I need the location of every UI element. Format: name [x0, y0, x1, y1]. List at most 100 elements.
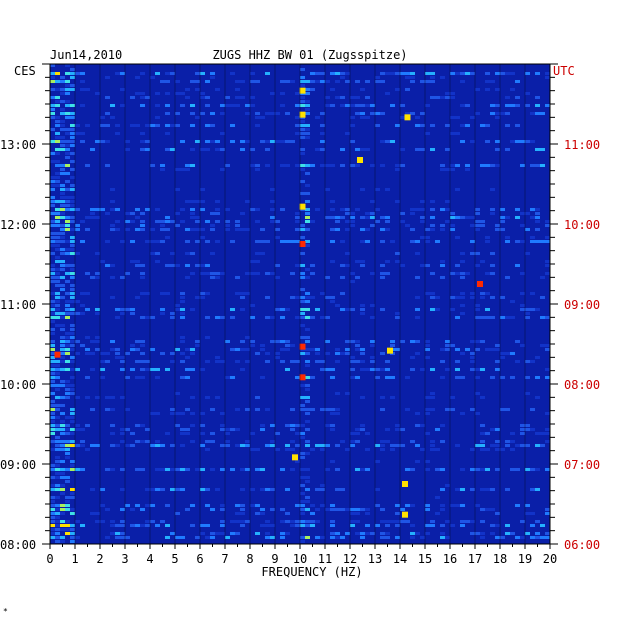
spectrogram-cell: [130, 132, 135, 135]
spectrogram-cell: [310, 292, 315, 295]
spectrogram-cell: [315, 336, 320, 339]
spectrogram-cell: [460, 444, 465, 447]
spectrogram-cell: [140, 312, 145, 315]
spectrogram-cell: [480, 532, 485, 535]
spectrogram-cell: [330, 148, 335, 151]
spectrogram-cell: [55, 324, 60, 327]
spectrogram-cell: [335, 180, 340, 183]
spectrogram-cell: [135, 344, 140, 347]
spectrogram-cell: [225, 224, 230, 227]
spectrogram-cell: [55, 64, 60, 67]
spectrogram-cell: [240, 352, 245, 355]
spectrogram-cell: [475, 408, 480, 411]
spectrogram-cell: [455, 188, 460, 191]
spectrogram-cell: [80, 140, 85, 143]
spectrogram-cell: [360, 396, 365, 399]
spectrogram-cell: [510, 488, 515, 491]
spectrogram-cell: [370, 112, 375, 115]
spectrogram-cell: [205, 140, 210, 143]
spectrogram-cell: [105, 344, 110, 347]
spectrogram-cell: [425, 132, 430, 135]
spectrogram-cell: [460, 468, 465, 471]
spectrogram-cell: [435, 304, 440, 307]
spectrogram-cell: [235, 240, 240, 243]
spectrogram-cell: [320, 292, 325, 295]
spectrogram-cell: [70, 512, 75, 515]
spectrogram-cell: [50, 476, 55, 479]
spectrogram-cell: [55, 236, 60, 239]
spectrogram-cell: [490, 444, 495, 447]
spectrogram-cell: [540, 292, 545, 295]
spectrogram-cell: [415, 164, 420, 167]
spectrogram-cell: [295, 276, 300, 279]
spectrogram-cell: [350, 520, 355, 523]
spectrogram-cell: [300, 408, 305, 411]
spectrogram-cell: [355, 376, 360, 379]
spectrogram-cell: [55, 232, 60, 235]
spectrogram-cell: [310, 504, 315, 507]
spectrogram-cell: [425, 504, 430, 507]
left-time-label: 10:00: [0, 378, 36, 392]
spectrogram-cell: [65, 452, 70, 455]
spectrogram-cell: [200, 148, 205, 151]
spectrogram-cell: [410, 344, 415, 347]
spectrogram-cell: [455, 136, 460, 139]
spectrogram-cell: [110, 444, 115, 447]
spectrogram-cell: [545, 360, 550, 363]
spectrogram-cell: [370, 316, 375, 319]
spectrogram-cell: [80, 524, 85, 527]
spectrogram-cell: [295, 124, 300, 127]
spectrogram-cell: [240, 340, 245, 343]
spectrogram-cell: [50, 428, 55, 431]
spectrogram-cell: [430, 248, 435, 251]
spectrogram-cell: [245, 336, 250, 339]
spectrogram-cell: [240, 360, 245, 363]
spectrogram-cell: [125, 212, 130, 215]
spectrogram-cell: [350, 104, 355, 107]
spectrogram-cell: [90, 512, 95, 515]
spectrogram-cell: [65, 216, 70, 219]
spectrogram-cell: [60, 372, 65, 375]
spectrogram-cell: [55, 208, 60, 211]
x-tick-label: 2: [96, 552, 103, 566]
spectrogram-cell: [65, 472, 70, 475]
spectrogram-cell: [515, 240, 520, 243]
spectrogram-cell: [270, 112, 275, 115]
spectrogram-cell: [445, 304, 450, 307]
spectrogram-cell: [270, 184, 275, 187]
spectrogram-cell: [435, 424, 440, 427]
spectrogram-cell: [505, 112, 510, 115]
spectrogram-cell: [495, 448, 500, 451]
spectrogram-cell: [145, 408, 150, 411]
spectrogram-cell: [175, 468, 180, 471]
spectrogram-cell: [360, 104, 365, 107]
spectrogram-cell: [155, 420, 160, 423]
spectrogram-cell: [460, 212, 465, 215]
spectrogram-cell: [215, 304, 220, 307]
spectrogram-cell: [330, 376, 335, 379]
spectrogram-cell: [195, 340, 200, 343]
spectrogram-cell: [525, 468, 530, 471]
spectrogram-cell: [210, 408, 215, 411]
spectrogram-cell: [160, 228, 165, 231]
spectrogram-cell: [95, 336, 100, 339]
spectrogram-cell: [380, 276, 385, 279]
spectrogram-cell: [135, 508, 140, 511]
spectrogram-cell: [300, 180, 305, 183]
spectrogram-cell: [280, 536, 285, 539]
spectrogram-cell: [195, 116, 200, 119]
spectrogram-cell: [280, 468, 285, 471]
spectrogram-cell: [310, 348, 315, 351]
spectrogram-cell: [55, 380, 60, 383]
spectrogram-cell: [75, 368, 80, 371]
spectrogram-cell: [300, 96, 305, 99]
spectrogram-cell: [545, 344, 550, 347]
spectrogram-cell: [55, 440, 60, 443]
spectrogram-cell: [355, 148, 360, 151]
spectrogram-cell: [205, 292, 210, 295]
spectrogram-cell: [460, 140, 465, 143]
spectrogram-cell: [445, 484, 450, 487]
spectrogram-cell: [305, 68, 310, 71]
x-tick-label: 13: [368, 552, 382, 566]
